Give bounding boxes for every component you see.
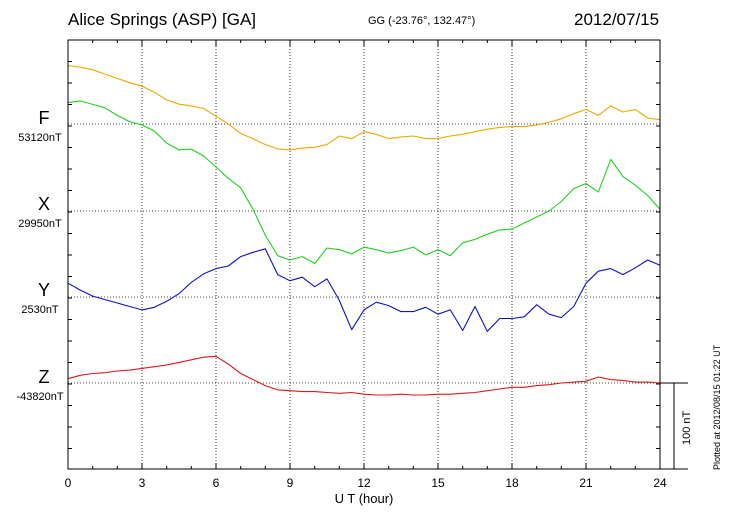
baseline-label-z: -43820nT xyxy=(16,391,64,403)
series-line-z xyxy=(67,355,661,396)
series-lines xyxy=(67,64,661,396)
x-tick-label-3: 3 xyxy=(139,476,146,490)
series-letter-x: X xyxy=(37,194,50,214)
x-tick-label-21: 21 xyxy=(579,476,593,490)
plot-frame xyxy=(67,39,661,470)
x-axis-label: U T (hour) xyxy=(335,491,394,506)
x-tick-label-6: 6 xyxy=(213,476,220,490)
plotted-timestamp: Plotted at 2012/08/15 01:22 UT xyxy=(712,344,722,470)
baseline-label-x: 29950nT xyxy=(18,218,62,230)
series-line-y xyxy=(67,248,661,332)
baseline-label-f: 53120nT xyxy=(18,132,62,144)
x-tick-label-12: 12 xyxy=(357,476,371,490)
series-letter-y: Y xyxy=(37,280,50,300)
series-line-f xyxy=(67,64,661,151)
x-tick-label-15: 15 xyxy=(431,476,445,490)
x-tick-label-0: 0 xyxy=(65,476,72,490)
x-tick-label-24: 24 xyxy=(653,476,667,490)
scale-bar xyxy=(660,382,688,470)
x-tick-label-9: 9 xyxy=(287,476,294,490)
x-tick-labels: 0 3 6 9 12 15 18 21 24 xyxy=(65,476,667,490)
chart-date: 2012/07/15 xyxy=(574,10,660,29)
station-coordinates: GG (-23.76°, 132.47°) xyxy=(368,15,476,27)
chart-title: Alice Springs (ASP) [GA] xyxy=(68,10,257,29)
series-letter-f: F xyxy=(38,108,50,128)
grid-lines xyxy=(68,40,660,469)
scale-bar-label: 100 nT xyxy=(681,410,693,445)
x-tick-label-18: 18 xyxy=(505,476,519,490)
baseline-label-y: 2530nT xyxy=(21,304,59,316)
axis-ticks xyxy=(67,40,661,469)
series-letter-z: Z xyxy=(38,367,50,387)
series-line-x xyxy=(67,100,661,265)
